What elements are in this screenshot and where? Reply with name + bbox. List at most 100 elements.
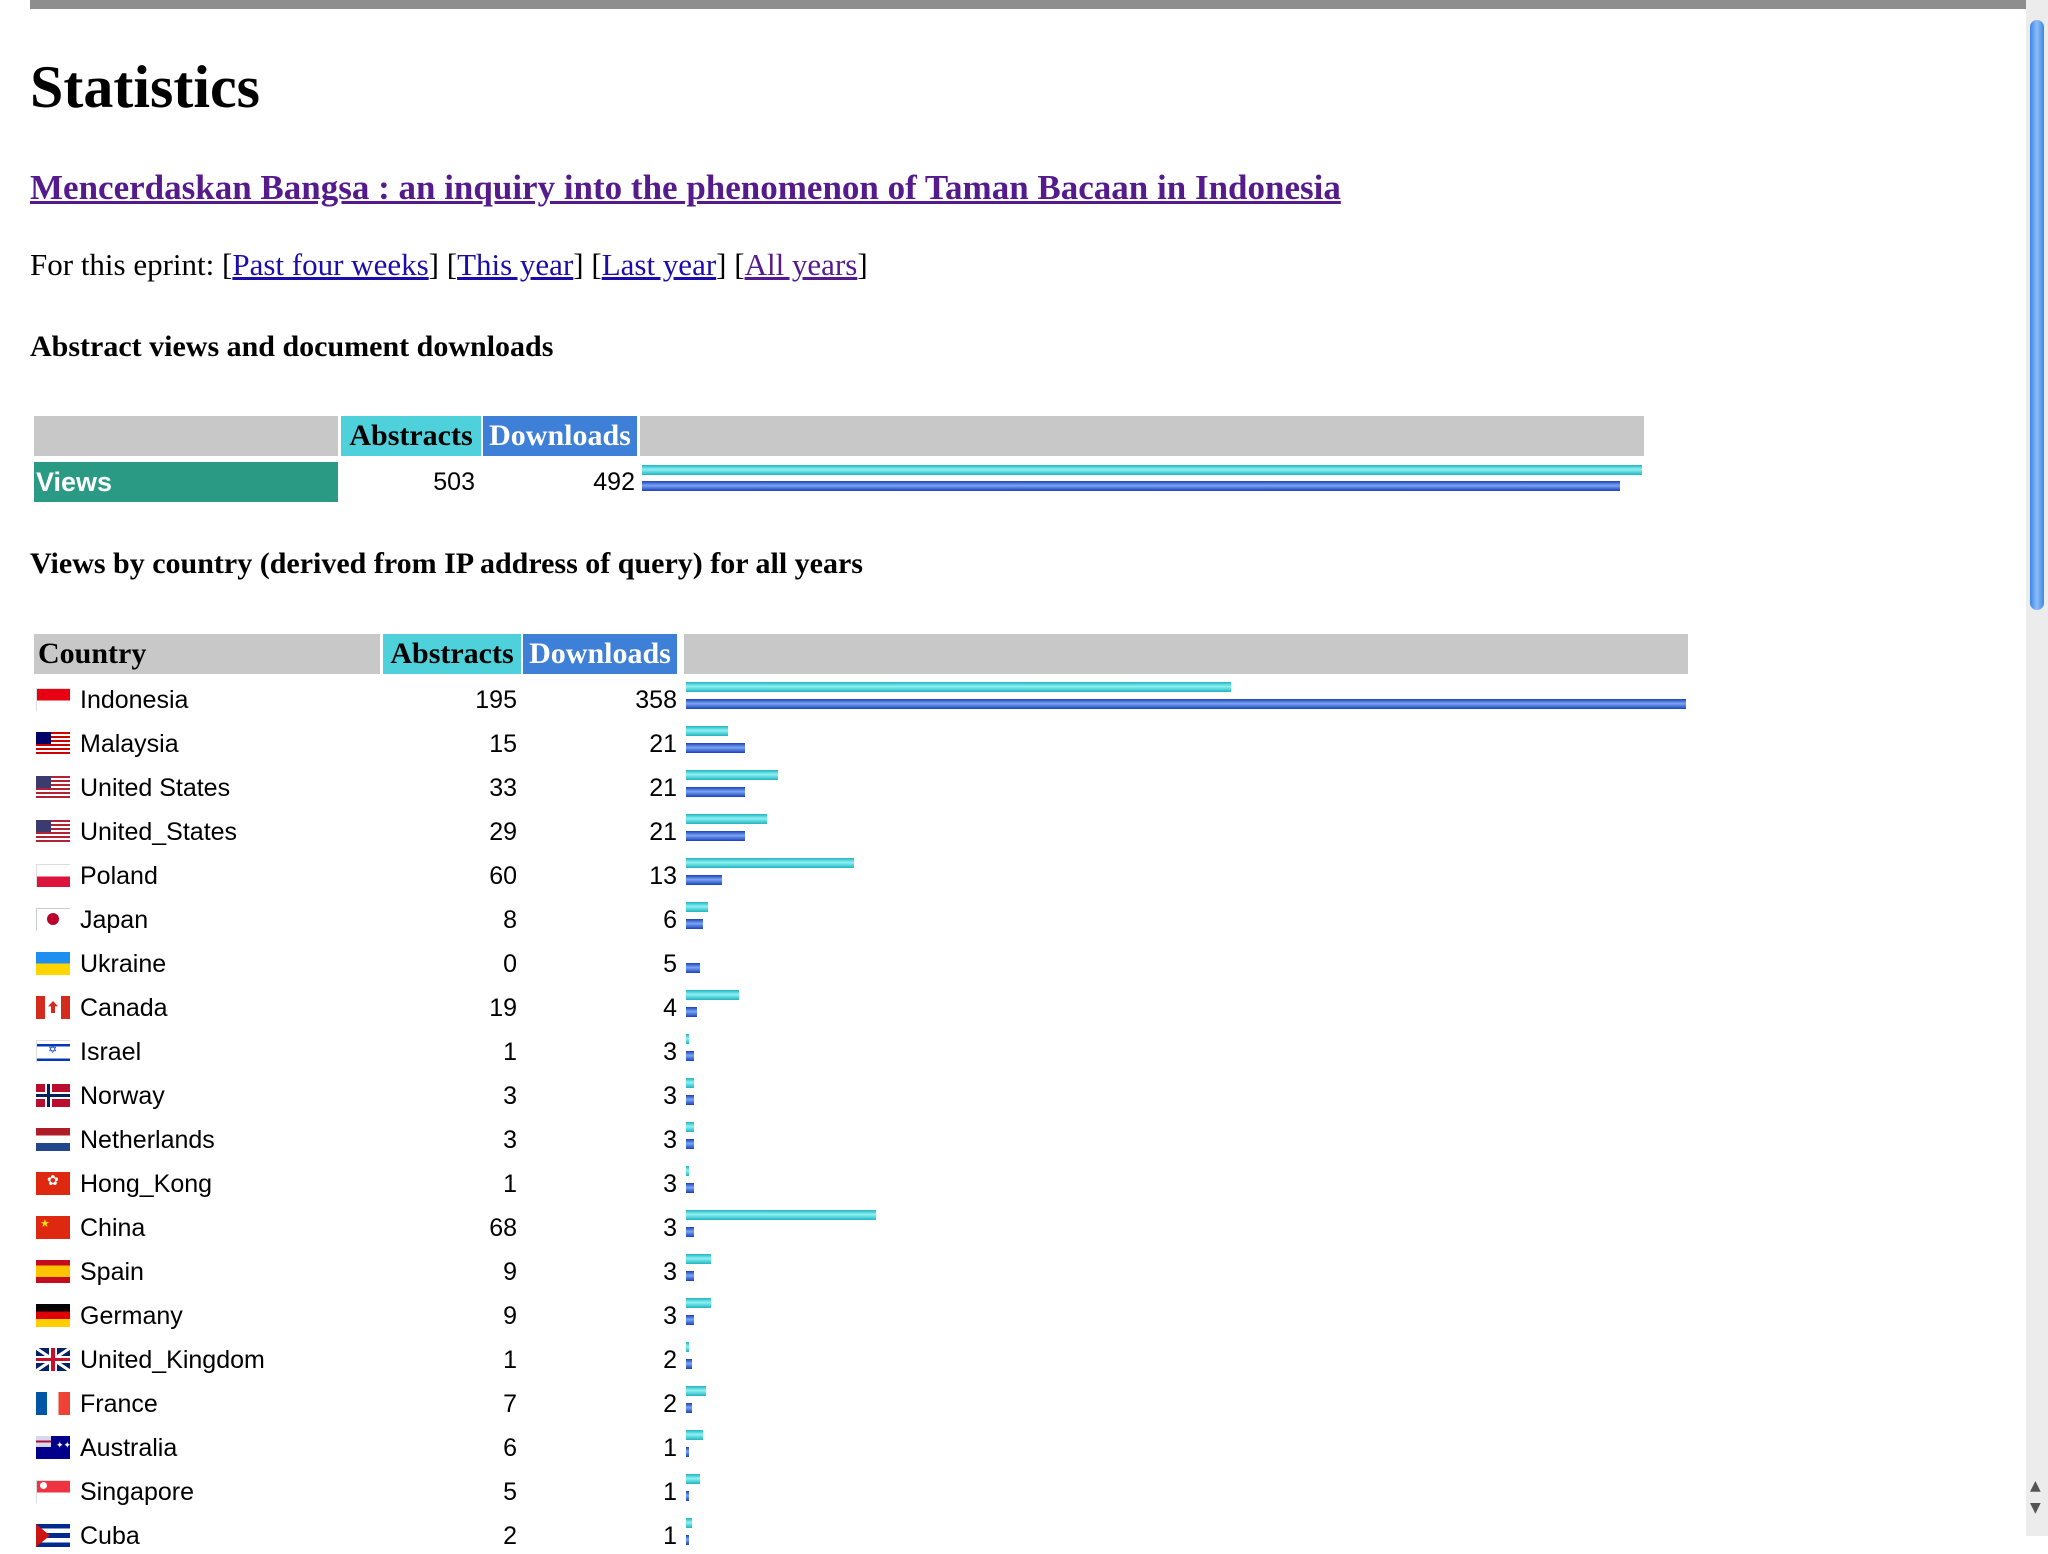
country-name: Hong_Kong [80, 1170, 213, 1198]
country-downloads-value: 13 [649, 862, 677, 890]
summary-abstracts-bar [642, 465, 1642, 475]
country-abstracts-bar [686, 990, 740, 1000]
country-downloads-bar [686, 1139, 695, 1149]
country-downloads-value: 3 [663, 1302, 677, 1330]
summary-heading: Abstract views and document downloads [30, 330, 554, 363]
country-name: Spain [80, 1258, 144, 1286]
country-abstracts-value: 29 [489, 818, 517, 846]
country-downloads-value: 2 [663, 1390, 677, 1418]
country-downloads-value: 3 [663, 1082, 677, 1110]
gb-flag-icon [36, 1348, 70, 1371]
country-abstracts-value: 2 [503, 1522, 517, 1550]
country-abstracts-bar [686, 1122, 695, 1132]
window-top-edge [30, 0, 2036, 9]
country-downloads-bar [686, 787, 745, 797]
country-downloads-value: 3 [663, 1170, 677, 1198]
summary-header-chart [640, 416, 1644, 456]
period-nav: For this eprint: [Past four weeks] [This… [30, 247, 868, 282]
country-downloads-bar [686, 1051, 695, 1061]
country-abstracts-bar [686, 1298, 712, 1308]
country-name: United_States [80, 818, 238, 846]
eprint-title-link[interactable]: Mencerdaskan Bangsa : an inquiry into th… [30, 168, 1341, 207]
summary-downloads-bar [642, 481, 1621, 491]
my-flag-icon [36, 732, 70, 755]
country-abstracts-value: 1 [503, 1346, 517, 1374]
country-abstracts-value: 0 [503, 950, 517, 978]
country-name: Israel [80, 1038, 142, 1066]
country-downloads-bar [686, 831, 745, 841]
country-abstracts-value: 1 [503, 1038, 517, 1066]
scrollbar-thumb[interactable] [2030, 20, 2044, 610]
last-year-link[interactable]: Last year [601, 247, 717, 282]
past-four-weeks-link[interactable]: Past four weeks [232, 247, 429, 282]
this-year-link[interactable]: This year [457, 247, 574, 282]
country-name: Malaysia [80, 730, 179, 758]
country-name: Poland [80, 862, 158, 890]
country-name: Germany [80, 1302, 183, 1330]
country-abstracts-bar [686, 1342, 689, 1352]
country-abstracts-value: 3 [503, 1126, 517, 1154]
vertical-scrollbar[interactable]: ▲ ▼ [2026, 0, 2048, 1536]
scroll-down-arrow-icon[interactable]: ▼ [2030, 1500, 2041, 1516]
country-abstracts-bar [686, 1518, 692, 1528]
country-downloads-value: 1 [663, 1478, 677, 1506]
country-name: Ukraine [80, 950, 167, 978]
all-years-link[interactable]: All years [744, 247, 858, 282]
country-name: Australia [80, 1434, 178, 1462]
summary-downloads-value: 492 [593, 468, 635, 496]
country-downloads-bar [686, 1315, 695, 1325]
country-abstracts-bar [686, 770, 779, 780]
country-heading: Views by country (derived from IP addres… [30, 547, 863, 580]
sg-flag-icon [36, 1480, 70, 1503]
country-abstracts-value: 19 [489, 994, 517, 1022]
country-downloads-value: 3 [663, 1258, 677, 1286]
jp-flag-icon [36, 908, 70, 931]
country-abstracts-value: 60 [489, 862, 517, 890]
country-abstracts-value: 8 [503, 906, 517, 934]
hk-flag-icon: ✿ [36, 1172, 70, 1195]
summary-abstracts-value: 503 [433, 468, 475, 496]
country-name: Indonesia [80, 686, 189, 714]
country-name: Japan [80, 906, 149, 934]
ca-flag-icon [36, 996, 70, 1019]
country-downloads-value: 4 [663, 994, 677, 1022]
country-downloads-value: 5 [663, 950, 677, 978]
ua-flag-icon [36, 952, 70, 975]
country-downloads-value: 3 [663, 1126, 677, 1154]
country-abstracts-bar [686, 814, 767, 824]
country-abstracts-bar [686, 1034, 689, 1044]
country-downloads-bar [686, 1535, 689, 1545]
country-downloads-value: 21 [649, 818, 677, 846]
fr-flag-icon [36, 1392, 70, 1415]
scroll-up-arrow-icon[interactable]: ▲ [2030, 1478, 2041, 1494]
summary-header-abstracts: Abstracts [341, 416, 481, 456]
country-abstracts-value: 1 [503, 1170, 517, 1198]
us-flag-icon [36, 820, 70, 843]
country-downloads-value: 1 [663, 1434, 677, 1462]
summary-header-blank [34, 416, 338, 456]
country-downloads-value: 21 [649, 730, 677, 758]
country-name: Canada [80, 994, 168, 1022]
country-abstracts-bar [686, 726, 728, 736]
country-downloads-value: 21 [649, 774, 677, 802]
country-downloads-bar [686, 1183, 695, 1193]
country-abstracts-value: 195 [475, 686, 517, 714]
country-abstracts-value: 3 [503, 1082, 517, 1110]
country-downloads-bar [686, 743, 745, 753]
country-abstracts-value: 9 [503, 1302, 517, 1330]
country-abstracts-value: 6 [503, 1434, 517, 1462]
country-name: Norway [80, 1082, 165, 1110]
id-flag-icon [36, 688, 70, 711]
country-downloads-bar [686, 1271, 695, 1281]
country-downloads-bar [686, 875, 723, 885]
country-abstracts-bar [686, 858, 854, 868]
il-flag-icon: ✡ [36, 1040, 70, 1063]
no-flag-icon [36, 1084, 70, 1107]
country-header-chart [684, 634, 1688, 674]
country-abstracts-value: 9 [503, 1258, 517, 1286]
country-abstracts-bar [686, 1210, 876, 1220]
country-name: Singapore [80, 1478, 194, 1506]
country-name: United_Kingdom [80, 1346, 265, 1374]
country-header-downloads: Downloads [523, 634, 677, 674]
country-abstracts-bar [686, 1254, 712, 1264]
